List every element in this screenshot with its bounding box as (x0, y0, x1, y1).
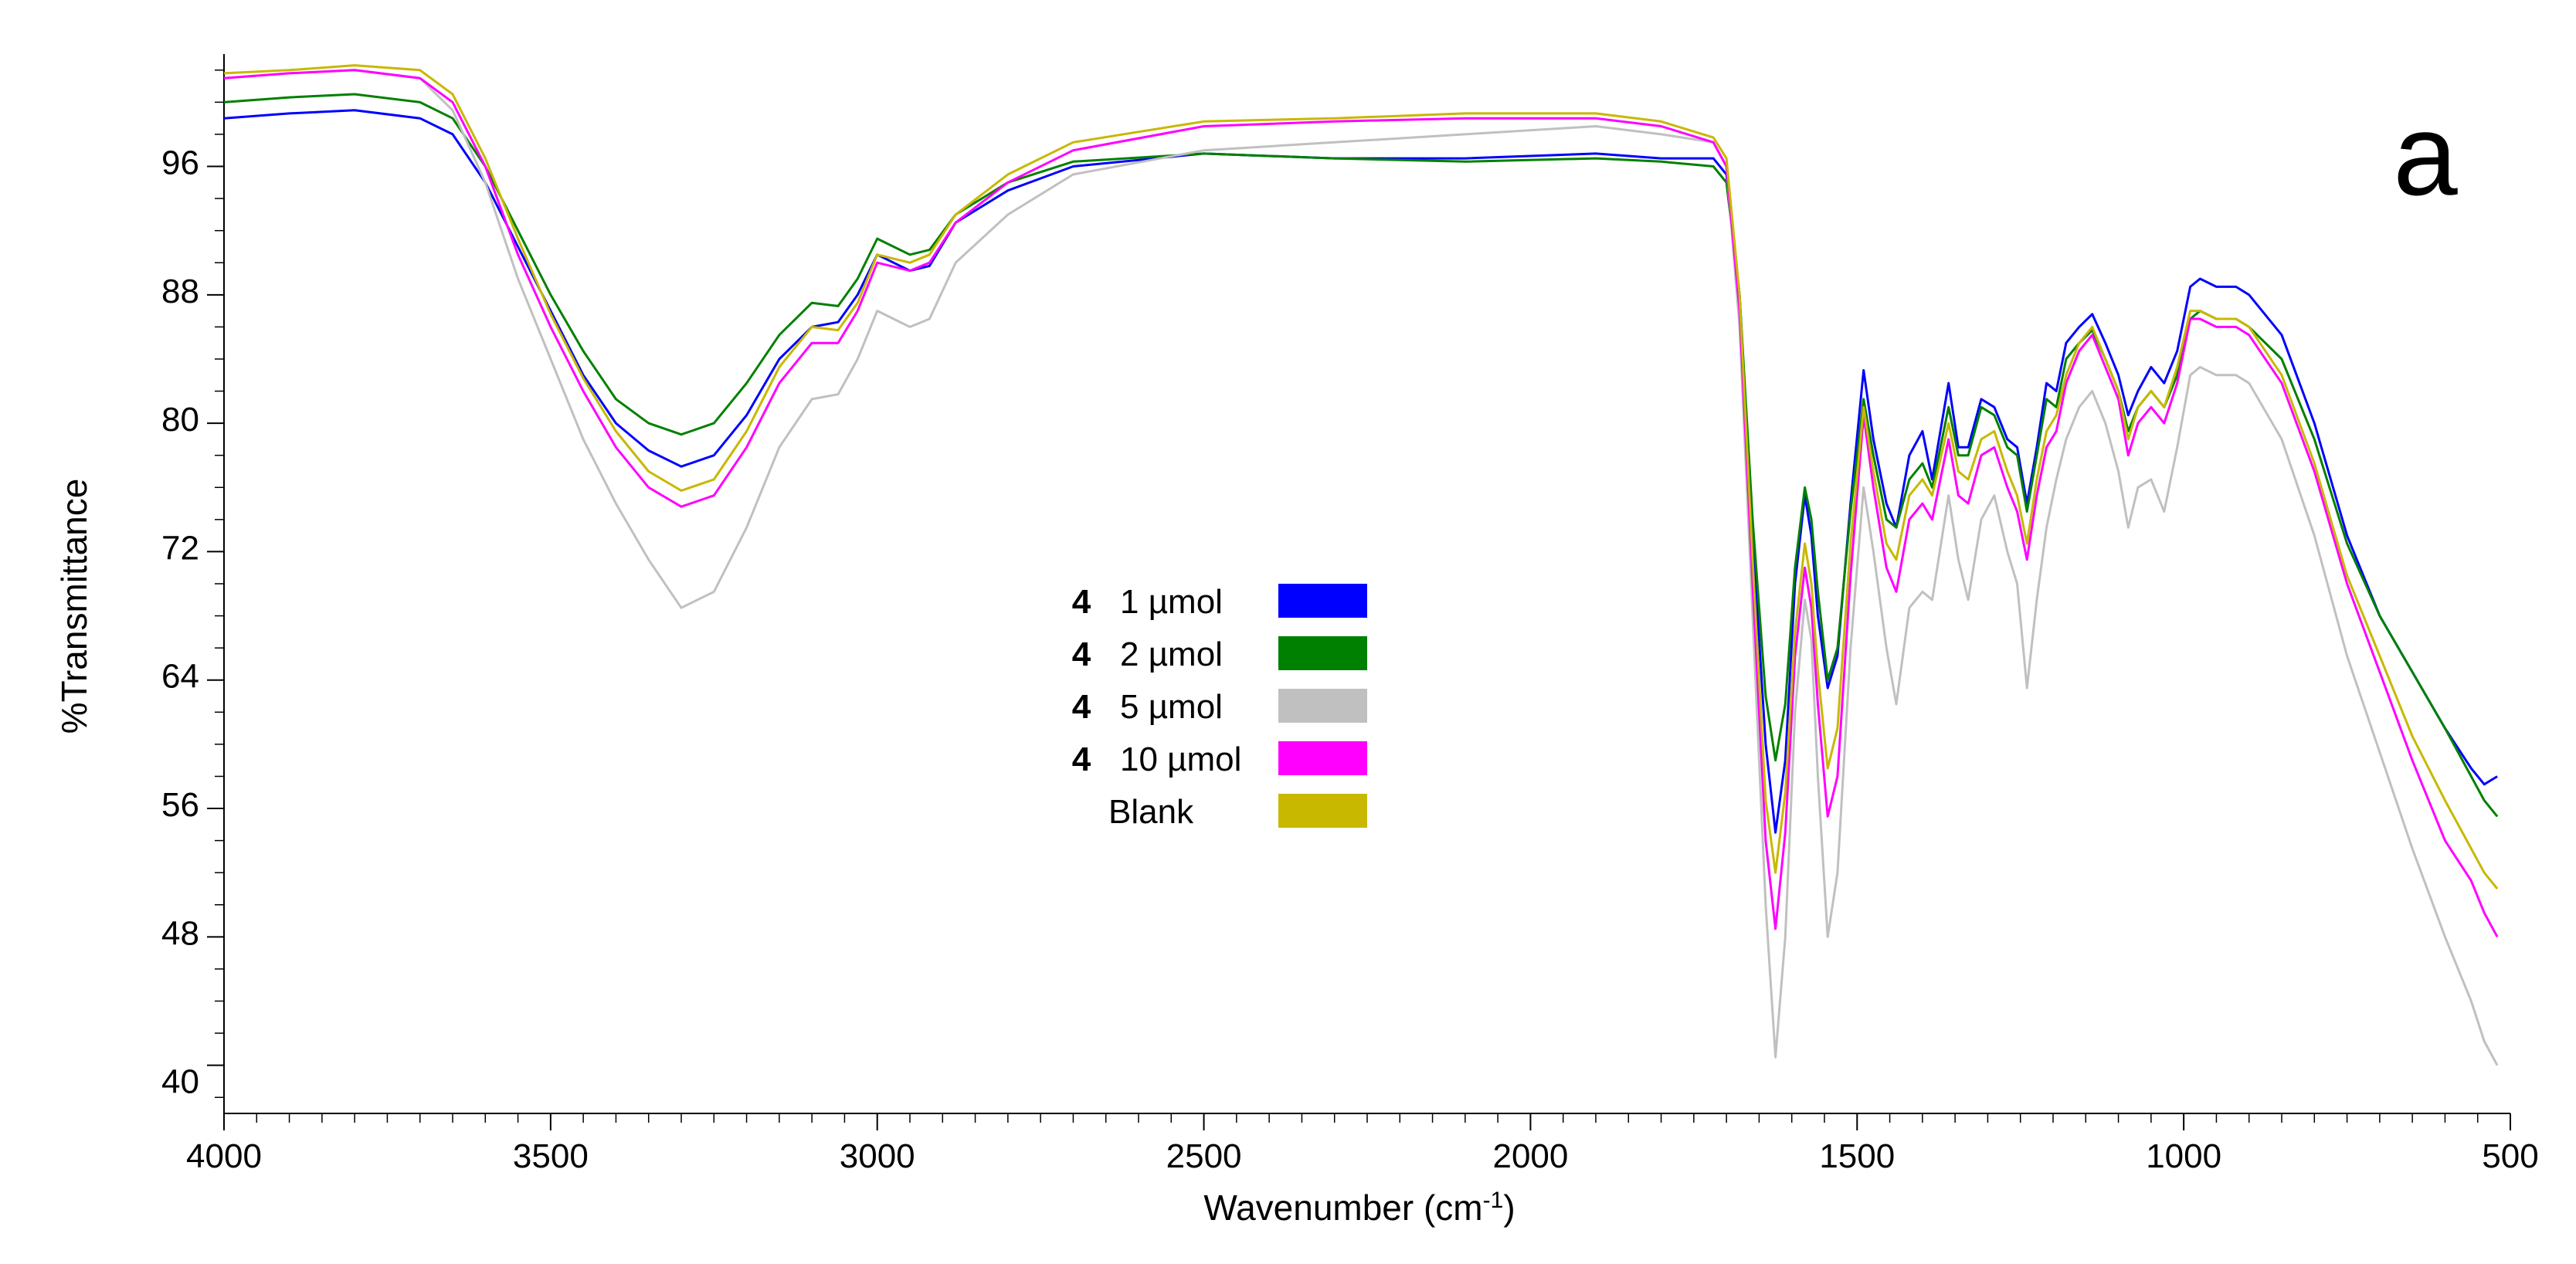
y-axis-title: %Transmittance (54, 479, 94, 734)
legend-swatch (1278, 794, 1367, 828)
series-line-1 (223, 109, 2498, 834)
legend-compound-label: 4 (1072, 583, 1091, 621)
x-axis-title-superscript: -1 (1483, 1188, 1504, 1213)
x-axis-title: Wavenumber (cm-1) (1203, 1188, 1515, 1228)
x-tick-label: 2500 (1166, 1137, 1242, 1175)
x-tick-label: 1000 (2146, 1137, 2221, 1175)
legend: 4 1 µmol 4 2 µmol 4 5 µmol 4 10 µmol Blank (1072, 583, 1367, 831)
legend-swatch (1278, 636, 1367, 670)
legend-compound-label: 4 (1072, 740, 1091, 778)
x-tick-label: 4000 (186, 1137, 262, 1175)
y-tick-label: 96 (161, 144, 199, 182)
x-tick-label: 500 (2482, 1137, 2538, 1175)
series-layer (223, 64, 2499, 1066)
x-tick-label: 1500 (1819, 1137, 1895, 1175)
legend-label: 5 µmol (1120, 688, 1223, 726)
legend-swatch (1278, 741, 1367, 775)
label-layer: a Wavenumber (cm-1) %Transmittance 4000 3… (54, 90, 2539, 1228)
y-tick-label: 64 (161, 658, 199, 696)
series-line-5 (223, 64, 2499, 890)
legend-label: 10 µmol (1120, 740, 1241, 778)
x-tick-label: 3000 (840, 1137, 915, 1175)
legend-swatch (1278, 689, 1367, 723)
x-axis-title-main: Wavenumber (cm (1203, 1188, 1482, 1228)
x-tick-label: 3500 (513, 1137, 589, 1175)
legend-label: Blank (1108, 793, 1194, 831)
x-axis-title-close: ) (1503, 1188, 1515, 1228)
legend-swatch (1278, 584, 1367, 618)
legend-compound-label: 4 (1072, 635, 1091, 673)
axis-layer (207, 54, 2511, 1130)
y-tick-label: 80 (161, 401, 199, 439)
series-line-3 (223, 69, 2499, 1066)
legend-label: 2 µmol (1120, 635, 1223, 673)
legend-label: 1 µmol (1120, 583, 1223, 621)
y-tick-label: 88 (161, 273, 199, 310)
series-line-4 (223, 69, 2499, 938)
panel-label: a (2393, 90, 2458, 219)
y-tick-label: 40 (161, 1063, 199, 1101)
y-tick-label: 56 (161, 786, 199, 824)
legend-compound-label: 4 (1072, 688, 1091, 726)
y-tick-label: 48 (161, 914, 199, 952)
y-tick-label: 72 (161, 529, 199, 567)
series-line-2 (223, 93, 2499, 818)
x-tick-label: 2000 (1492, 1137, 1568, 1175)
